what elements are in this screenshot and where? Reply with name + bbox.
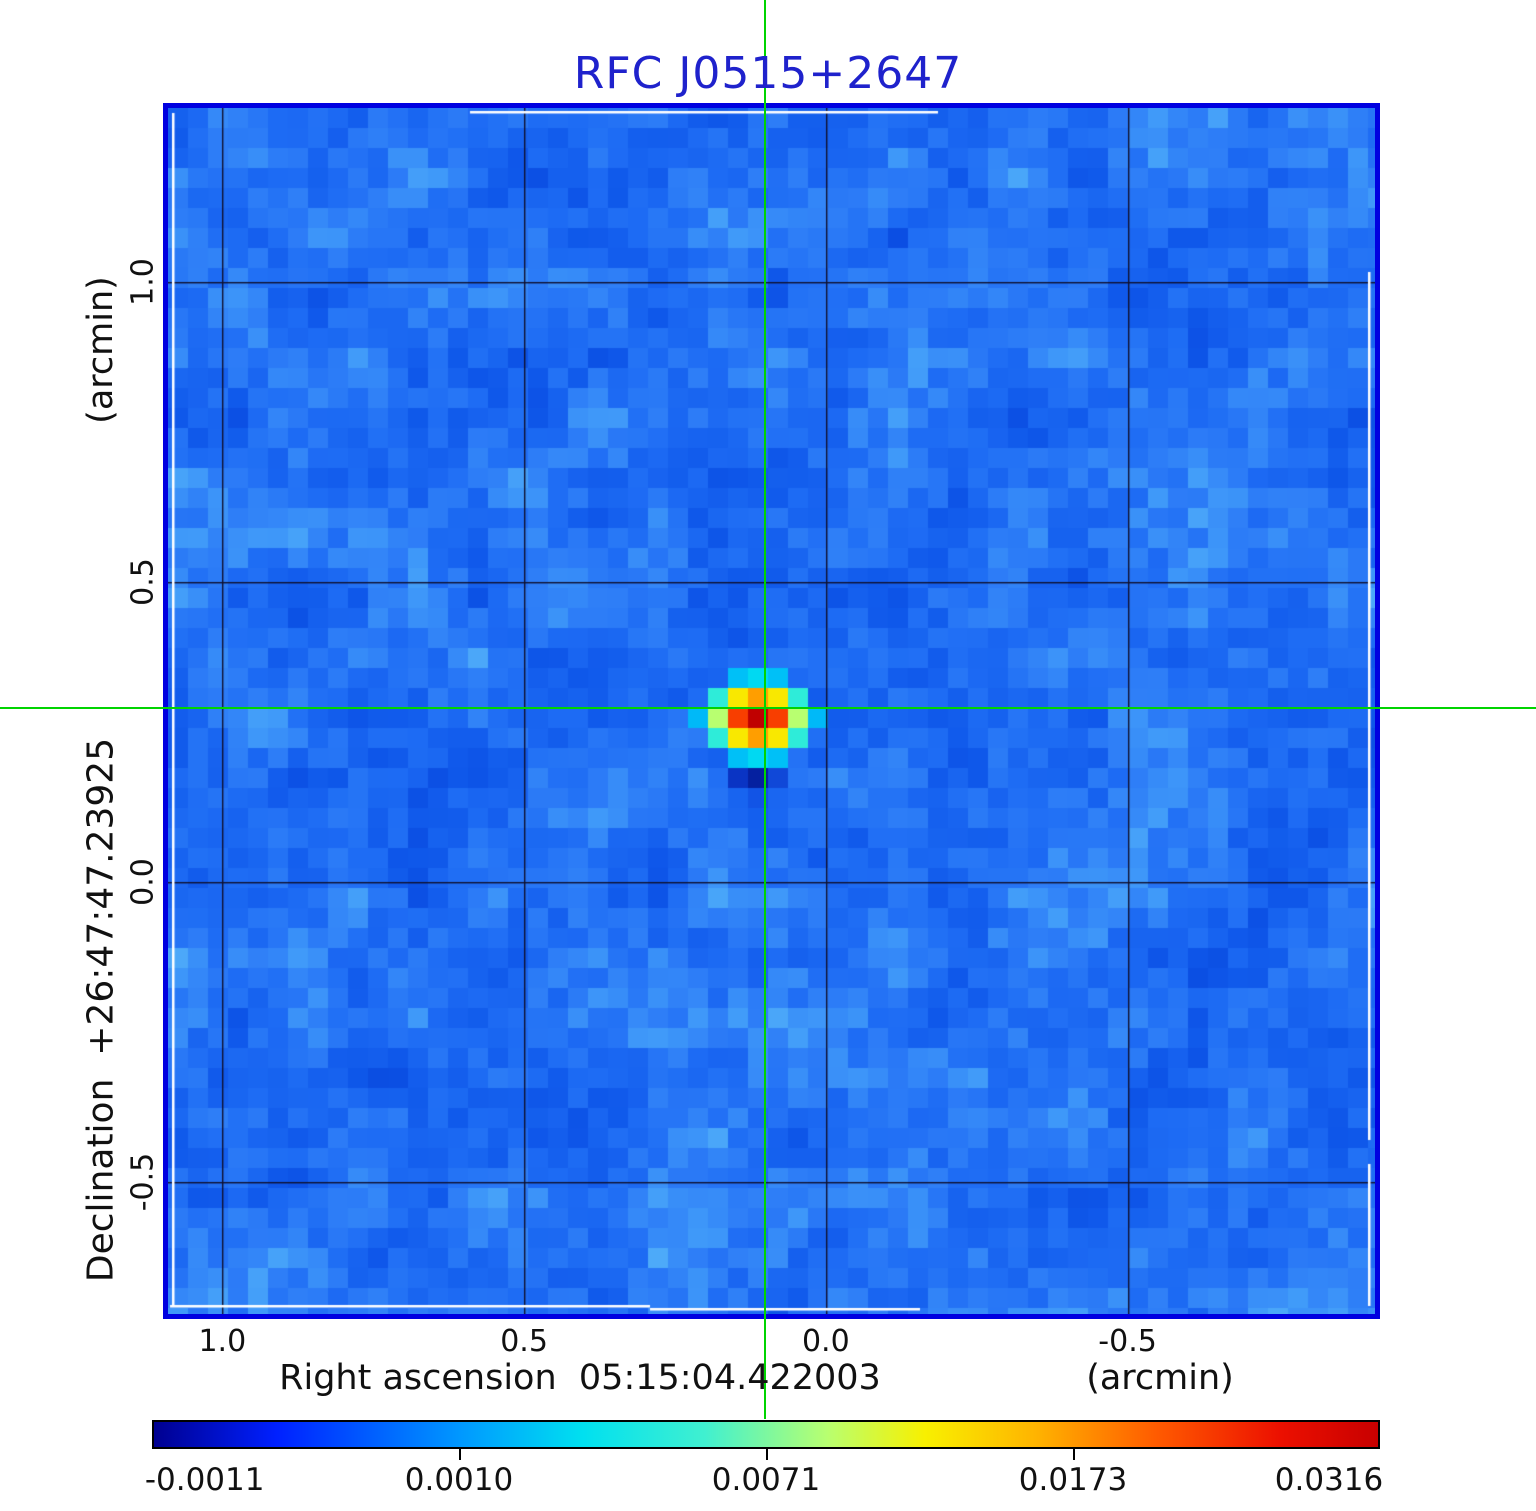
x-tick-label: 0.5 [500, 1324, 548, 1359]
x-axis-unit-label: (arcmin) [1086, 1358, 1234, 1398]
x-tick-label: -0.5 [1098, 1324, 1157, 1359]
crosshair-vertical-line [764, 0, 766, 1419]
colorbar-tick-label: 0.0071 [711, 1462, 821, 1498]
colorbar-tick-label: 0.0173 [1018, 1462, 1128, 1498]
colorbar-tick [1073, 1449, 1075, 1460]
colorbar-tick [766, 1449, 768, 1460]
x-tick-label: 1.0 [198, 1324, 247, 1359]
y-tick-label: 0.5 [125, 558, 161, 606]
colorbar-gradient [152, 1420, 1380, 1449]
map-plot-area [163, 103, 1380, 1319]
y-tick-label: 0.0 [125, 858, 161, 906]
colorbar-tick [459, 1449, 461, 1460]
colorbar-tick-label: -0.0011 [144, 1462, 265, 1498]
y-axis-unit-label: (arcmin) [81, 276, 121, 424]
y-tick-label: -0.5 [125, 1152, 161, 1212]
colorbar-tick-label: 0.0010 [404, 1462, 514, 1498]
y-tick-label: 1.0 [125, 258, 161, 306]
intensity-heatmap [168, 108, 1375, 1314]
x-tick-label: 0.0 [801, 1324, 850, 1359]
crosshair-horizontal-line [0, 707, 1536, 709]
x-axis-title: Right ascension 05:15:04.422003 [279, 1358, 881, 1398]
figure-title: RFC J0515+2647 [573, 48, 963, 99]
colorbar-tick-label: 0.0316 [1274, 1462, 1384, 1498]
y-axis-title: Declination +26:47:47.23925 [80, 737, 122, 1283]
